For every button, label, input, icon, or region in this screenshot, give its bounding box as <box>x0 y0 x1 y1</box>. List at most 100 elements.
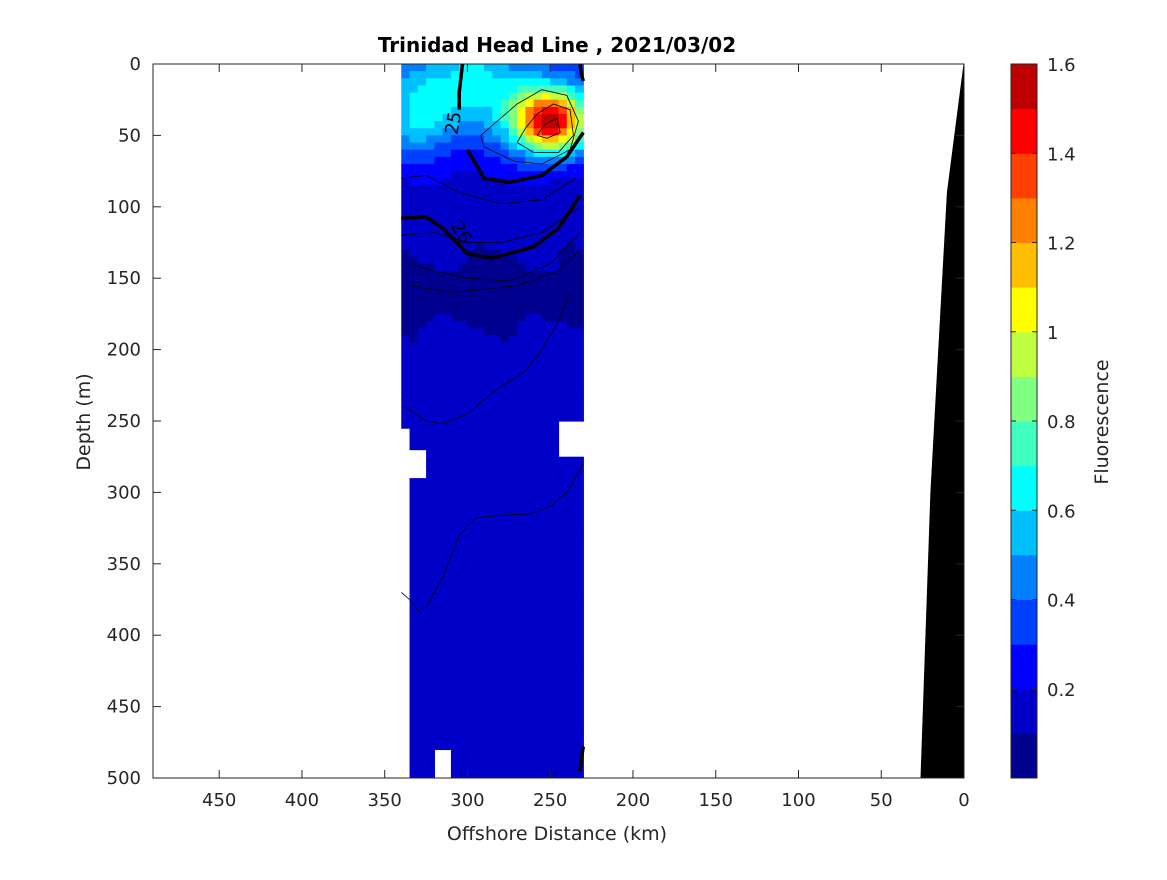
fluorescence-cell <box>426 670 435 679</box>
fluorescence-cell <box>525 756 535 765</box>
fluorescence-cell <box>500 428 510 436</box>
fluorescence-cell <box>492 228 502 236</box>
fluorescence-cell <box>475 706 485 715</box>
fluorescence-cell <box>525 720 535 729</box>
fluorescence-cell <box>450 542 460 551</box>
fluorescence-cell <box>434 613 444 622</box>
fluorescence-cell <box>401 156 411 165</box>
fluorescence-cell <box>550 463 560 472</box>
fluorescence-cell <box>426 271 435 279</box>
fluorescence-cell <box>450 378 460 386</box>
fluorescence-cell <box>558 228 568 236</box>
fluorescence-cell <box>500 749 510 758</box>
fluorescence-cell <box>550 706 560 715</box>
fluorescence-cell <box>550 185 560 194</box>
fluorescence-cell <box>492 506 502 515</box>
fluorescence-cell <box>533 71 543 79</box>
density-contour-line <box>516 103 574 153</box>
fluorescence-cell <box>484 92 493 101</box>
fluorescence-cell <box>533 106 543 115</box>
fluorescence-cell <box>459 121 469 129</box>
fluorescence-cell <box>467 670 477 679</box>
fluorescence-cell <box>575 506 584 515</box>
fluorescence-cell <box>475 413 485 422</box>
fluorescence-cell <box>409 85 419 94</box>
fluorescence-cell <box>517 706 526 715</box>
fluorescence-cell <box>467 371 477 379</box>
fluorescence-cell <box>426 321 435 329</box>
colorbar-swatch <box>1011 599 1037 645</box>
fluorescence-cell <box>558 349 568 358</box>
fluorescence-cell <box>500 256 510 265</box>
fluorescence-cell <box>500 706 510 715</box>
fluorescence-cell <box>525 163 535 172</box>
fluorescence-cell <box>401 292 411 301</box>
fluorescence-cell <box>508 456 518 465</box>
fluorescence-cell <box>492 106 502 115</box>
fluorescence-cell <box>484 520 493 529</box>
fluorescence-cell <box>434 485 444 493</box>
fluorescence-cell <box>575 313 584 322</box>
fluorescence-cell <box>525 592 535 601</box>
fluorescence-cell <box>550 678 560 686</box>
fluorescence-cell <box>541 485 551 493</box>
fluorescence-cell <box>508 728 518 736</box>
fluorescence-cell <box>500 606 510 615</box>
fluorescence-cell <box>401 413 411 422</box>
fluorescence-cell <box>541 499 551 508</box>
fluorescence-cell <box>550 249 560 258</box>
fluorescence-cell <box>417 92 427 101</box>
fluorescence-cell <box>417 556 427 565</box>
fluorescence-cell <box>566 363 576 372</box>
fluorescence-cell <box>426 156 435 165</box>
fluorescence-cell <box>401 278 411 286</box>
fluorescence-cell <box>426 385 435 394</box>
fluorescence-cell <box>475 585 485 593</box>
fluorescence-cell <box>459 435 469 444</box>
fluorescence-cell <box>558 485 568 493</box>
fluorescence-cell <box>541 649 551 658</box>
fluorescence-cell <box>492 435 502 444</box>
fluorescence-cell <box>450 171 460 179</box>
fluorescence-cell <box>434 570 444 579</box>
fluorescence-cell <box>500 756 510 765</box>
fluorescence-cell <box>434 478 444 486</box>
fluorescence-cell <box>475 599 485 608</box>
fluorescence-cell <box>459 599 469 608</box>
fluorescence-cell <box>409 549 419 558</box>
fluorescence-cell <box>558 363 568 372</box>
fluorescence-cell <box>409 142 419 151</box>
fluorescence-cell <box>417 570 427 579</box>
fluorescence-cell <box>566 99 576 108</box>
fluorescence-cell <box>492 528 502 536</box>
fluorescence-cell <box>500 192 510 201</box>
fluorescence-cell <box>409 506 419 515</box>
fluorescence-cell <box>550 399 560 408</box>
fluorescence-cell <box>525 520 535 529</box>
fluorescence-cell <box>417 306 427 315</box>
fluorescence-cell <box>426 692 435 701</box>
density-contour-line <box>401 174 576 205</box>
fluorescence-cell <box>525 371 535 379</box>
fluorescence-cell <box>541 171 551 179</box>
fluorescence-cell <box>492 728 502 736</box>
fluorescence-cell <box>442 706 452 715</box>
fluorescence-cell <box>459 92 469 101</box>
fluorescence-cell <box>517 242 526 251</box>
fluorescence-cell <box>492 185 502 194</box>
fluorescence-cell <box>517 421 526 429</box>
fluorescence-cell <box>492 599 502 608</box>
fluorescence-cell <box>525 392 535 401</box>
fluorescence-cell <box>566 478 576 486</box>
fluorescence-cell <box>550 613 560 622</box>
fluorescence-cell <box>533 128 543 136</box>
fluorescence-cell <box>541 620 551 629</box>
fluorescence-cell <box>450 513 460 522</box>
fluorescence-cell <box>426 185 435 194</box>
fluorescence-cell <box>484 213 493 222</box>
fluorescence-cell <box>558 128 568 136</box>
fluorescence-cell <box>541 463 551 472</box>
fluorescence-cell <box>508 278 518 286</box>
fluorescence-cell <box>550 663 560 672</box>
fluorescence-cell <box>426 113 435 122</box>
